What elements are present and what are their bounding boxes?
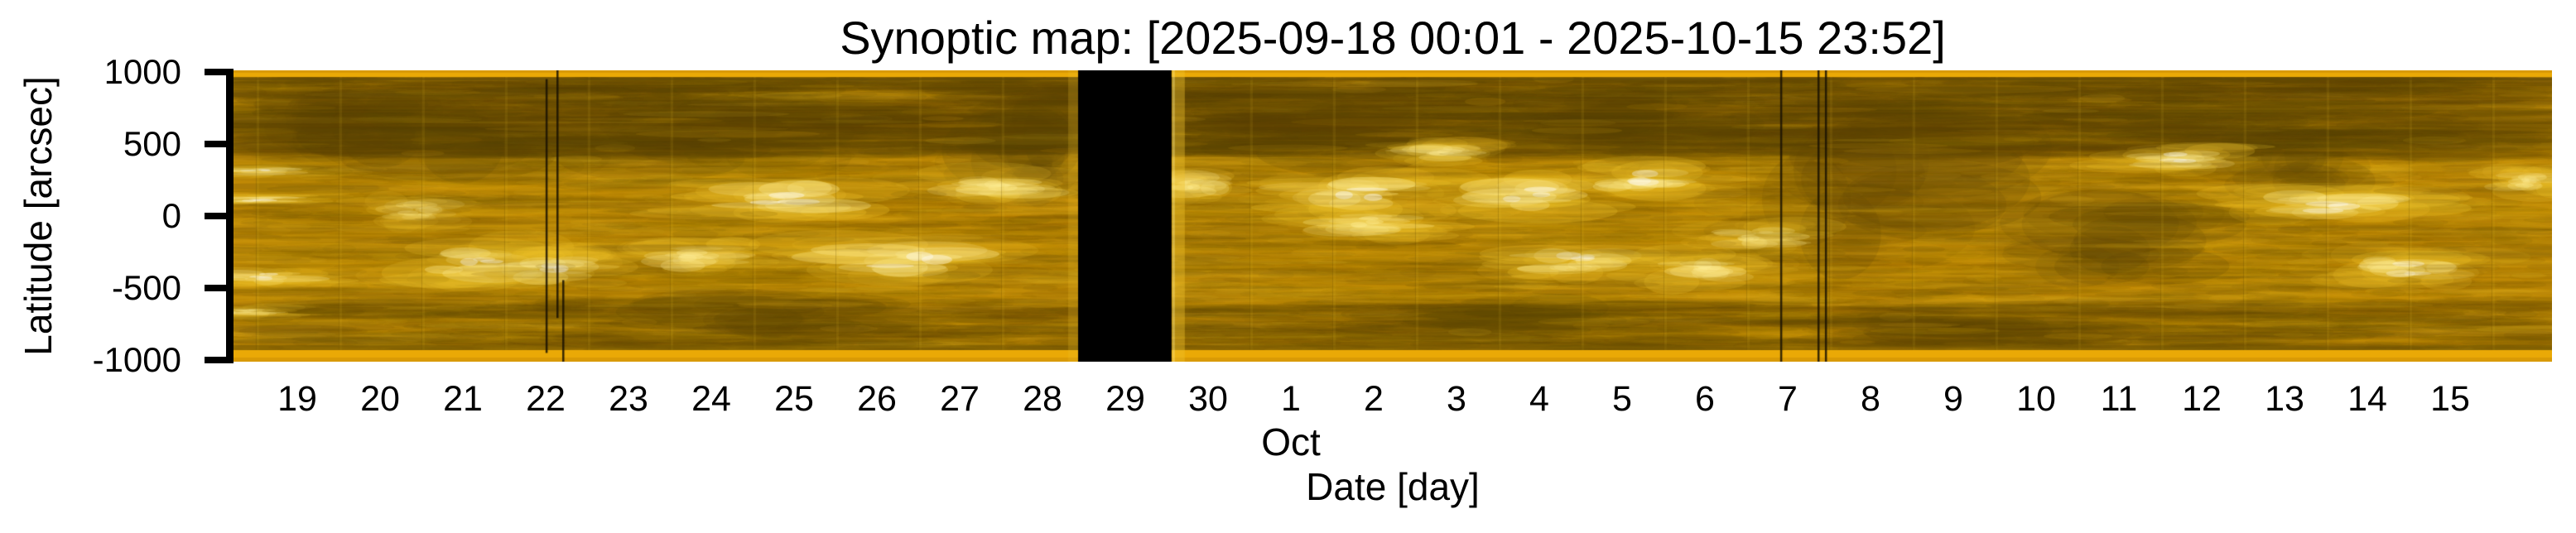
x-tick-label: 2 xyxy=(1364,379,1384,419)
y-tick-mark xyxy=(205,68,234,75)
x-tick-label: 11 xyxy=(2100,379,2138,419)
x-tick-label: 10 xyxy=(2016,379,2056,419)
y-tick-label: -1000 xyxy=(92,340,181,380)
x-tick-label: 7 xyxy=(1778,379,1798,419)
x-tick-label: 28 xyxy=(1023,379,1062,419)
x-tick-label: 19 xyxy=(277,379,317,419)
x-tick-label: 14 xyxy=(2347,379,2387,419)
y-tick-label: 1000 xyxy=(104,51,181,91)
x-axis-title: Date [day] xyxy=(1306,465,1480,508)
y-tick-mark xyxy=(205,285,234,292)
x-tick-label: 24 xyxy=(691,379,731,419)
x-tick-label: 25 xyxy=(774,379,814,419)
x-tick-label: 26 xyxy=(857,379,897,419)
x-tick-label: 12 xyxy=(2182,379,2222,419)
y-tick-label: 0 xyxy=(161,196,181,235)
x-tick-label: 4 xyxy=(1529,379,1549,419)
x-tick-label: 13 xyxy=(2265,379,2304,419)
x-tick-label: 22 xyxy=(526,379,566,419)
y-tick-mark xyxy=(205,213,234,219)
x-tick-label: 27 xyxy=(940,379,980,419)
x-tick-label: 23 xyxy=(609,379,648,419)
chart-title: Synoptic map: [2025-09-18 00:01 - 2025-1… xyxy=(840,12,1946,64)
x-tick-label: 3 xyxy=(1447,379,1466,419)
x-tick-label: 20 xyxy=(360,379,400,419)
x-tick-label: 5 xyxy=(1612,379,1632,419)
x-tick-label: 1 xyxy=(1281,379,1301,419)
x-tick-label: 21 xyxy=(443,379,483,419)
month-label: Oct xyxy=(1261,420,1321,463)
x-tick-label: 30 xyxy=(1188,379,1228,419)
y-tick-mark xyxy=(205,140,234,147)
x-tick-label: 29 xyxy=(1105,379,1145,419)
y-tick-label: 500 xyxy=(123,123,181,163)
synoptic-map-canvas xyxy=(234,70,2552,362)
x-tick-label: 8 xyxy=(1861,379,1880,419)
y-tick-label: -500 xyxy=(111,268,181,308)
y-tick-mark xyxy=(205,357,234,364)
x-tick-label: 9 xyxy=(1943,379,1963,419)
x-tick-label: 15 xyxy=(2430,379,2470,419)
x-tick-label: 6 xyxy=(1695,379,1715,419)
